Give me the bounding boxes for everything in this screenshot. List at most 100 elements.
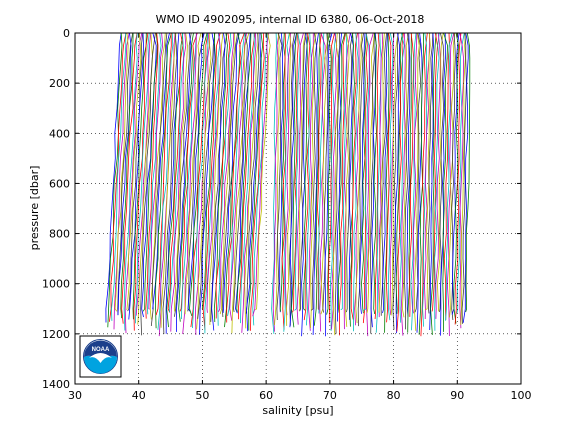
salinity-profile-line bbox=[453, 32, 459, 324]
salinity-profile-line bbox=[221, 32, 238, 318]
y-tick-label: 200 bbox=[49, 77, 70, 90]
y-axis: 0 200 400 600 800 1000 1200 1400 bbox=[42, 27, 521, 391]
salinity-profile-line bbox=[294, 32, 301, 311]
salinity-profile-line bbox=[465, 32, 471, 313]
salinity-profile-line bbox=[435, 32, 441, 319]
salinity-profile-line bbox=[361, 32, 367, 314]
salinity-profile-line bbox=[140, 32, 156, 336]
salinity-profile-line bbox=[178, 32, 194, 322]
salinity-profile-line bbox=[306, 32, 312, 326]
salinity-profile-line bbox=[271, 32, 277, 334]
salinity-profile-line bbox=[337, 32, 346, 313]
salinity-profile-line bbox=[276, 32, 283, 321]
x-tick-label: 100 bbox=[511, 389, 532, 402]
salinity-profile-line bbox=[117, 32, 134, 316]
salinity-profile-line bbox=[109, 32, 127, 322]
salinity-profile-line bbox=[250, 32, 265, 331]
x-axis-label: salinity [psu] bbox=[262, 404, 333, 417]
salinity-profile-line bbox=[165, 32, 180, 334]
salinity-profile-line bbox=[142, 32, 158, 312]
x-tick-label: 70 bbox=[323, 389, 337, 402]
salinity-profile-line bbox=[459, 32, 464, 329]
salinity-profile-line bbox=[209, 32, 224, 326]
salinity-profile-line bbox=[215, 32, 231, 319]
x-tick-label: 40 bbox=[132, 389, 146, 402]
salinity-profile-line bbox=[219, 32, 236, 315]
salinity-profile-line bbox=[145, 32, 159, 319]
salinity-profile-line bbox=[308, 33, 314, 331]
salinity-profile-line bbox=[124, 32, 143, 334]
salinity-profile-line bbox=[348, 32, 354, 320]
salinity-profile-line bbox=[279, 32, 284, 313]
x-tick-label: 80 bbox=[387, 389, 401, 402]
salinity-profile-line bbox=[285, 32, 292, 326]
salinity-profile-line bbox=[346, 32, 354, 313]
x-tick-label: 30 bbox=[68, 389, 82, 402]
salinity-profile-line bbox=[284, 32, 291, 316]
salinity-profile-line bbox=[187, 32, 204, 312]
salinity-profile-line bbox=[410, 32, 417, 331]
noaa-logo-text: NOAA bbox=[92, 347, 110, 353]
salinity-profile-line bbox=[204, 32, 221, 334]
salinity-profile-line bbox=[148, 32, 164, 310]
salinity-profile-line bbox=[121, 32, 138, 324]
salinity-profile-line bbox=[113, 32, 130, 330]
salinity-profile-line bbox=[324, 32, 333, 337]
salinity-profile-line bbox=[359, 32, 366, 314]
salinity-profile-line bbox=[401, 32, 410, 318]
salinity-profile-line bbox=[456, 32, 465, 314]
y-tick-label: 1200 bbox=[42, 328, 70, 341]
salinity-profile-line bbox=[147, 32, 162, 315]
salinity-profile-line bbox=[173, 32, 188, 312]
salinity-profile-line bbox=[310, 32, 317, 329]
salinity-profile-line bbox=[133, 32, 149, 331]
salinity-profile-line bbox=[442, 32, 448, 332]
salinity-profile-line bbox=[246, 32, 262, 332]
salinity-profile-line bbox=[128, 32, 144, 320]
salinity-profile-line bbox=[202, 32, 221, 331]
grid-lines bbox=[75, 33, 521, 384]
salinity-profile-line bbox=[436, 32, 444, 312]
salinity-profile-line bbox=[226, 32, 245, 323]
salinity-profile-line bbox=[349, 32, 355, 327]
salinity-profile-line bbox=[222, 32, 240, 313]
salinity-profile-line bbox=[395, 32, 403, 314]
y-tick-label: 800 bbox=[49, 228, 70, 241]
salinity-profile-line bbox=[344, 32, 350, 327]
salinity-profile-line bbox=[244, 32, 259, 329]
salinity-profile-line bbox=[434, 32, 440, 331]
salinity-profile-line bbox=[445, 32, 453, 321]
salinity-profile-line bbox=[406, 32, 411, 317]
salinity-profile-line bbox=[430, 32, 437, 335]
salinity-profile-line bbox=[448, 32, 456, 318]
salinity-profile-line bbox=[197, 32, 216, 319]
salinity-profile-line bbox=[160, 32, 177, 328]
salinity-profile-line bbox=[248, 32, 264, 331]
salinity-profile-line bbox=[252, 32, 270, 317]
salinity-profile-line bbox=[413, 32, 420, 331]
salinity-profile-line bbox=[389, 32, 395, 316]
salinity-profile-line bbox=[333, 32, 339, 336]
y-tick-label: 0 bbox=[63, 27, 70, 40]
profile-lines bbox=[105, 32, 471, 337]
x-tick-label: 60 bbox=[259, 389, 273, 402]
salinity-profile-line bbox=[174, 32, 192, 317]
salinity-profile-line bbox=[416, 32, 423, 333]
noaa-logo: NOAA bbox=[79, 335, 122, 378]
salinity-profile-line bbox=[420, 32, 428, 337]
x-axis: 30 40 50 60 70 80 90 100 bbox=[68, 33, 532, 402]
salinity-profile-line bbox=[218, 32, 235, 312]
salinity-profile-line bbox=[318, 32, 325, 314]
salinity-profile-line bbox=[107, 32, 123, 328]
salinity-profile-line bbox=[150, 32, 168, 327]
salinity-profile-line bbox=[461, 32, 467, 324]
salinity-profile-line bbox=[167, 32, 184, 313]
x-tick-label: 50 bbox=[195, 389, 209, 402]
salinity-profile-line bbox=[196, 32, 212, 330]
salinity-profile-line bbox=[117, 32, 132, 316]
salinity-profile-line bbox=[236, 32, 252, 313]
salinity-profile-line bbox=[155, 32, 172, 316]
salinity-profile-line bbox=[460, 32, 466, 325]
salinity-profile-line bbox=[451, 32, 460, 315]
salinity-profile-line bbox=[334, 32, 341, 334]
